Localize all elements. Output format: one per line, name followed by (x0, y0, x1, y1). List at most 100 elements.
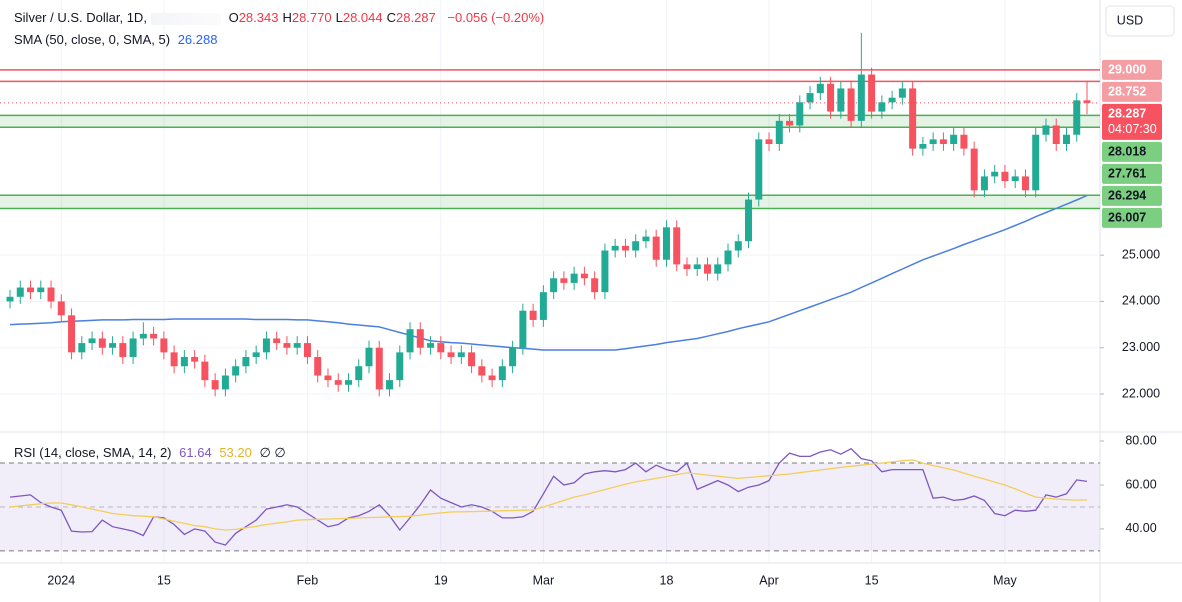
candle-body (221, 375, 229, 390)
candle-body (180, 356, 188, 367)
candle-body (242, 356, 250, 367)
candle-body (755, 139, 763, 200)
y-tick-label: 60.00 (1125, 477, 1156, 491)
ohlc-key: O (228, 10, 239, 25)
ohlc-value: 28.287 (396, 10, 436, 25)
candle-body (591, 278, 599, 293)
y-tick-label: 24.000 (1122, 294, 1160, 308)
price-tag-label: 26.294 (1108, 189, 1146, 203)
candle-body (560, 278, 568, 283)
candle-body (888, 97, 896, 103)
candle-body (396, 352, 404, 381)
candle-body (6, 296, 14, 302)
rsi-header: RSI (14, close, SMA, 14, 2) 61.64 53.20 … (14, 445, 290, 461)
candle-body (478, 366, 486, 376)
candle-body (273, 338, 281, 344)
candle-body (468, 352, 476, 367)
rsi-value: 61.64 (179, 445, 212, 460)
price-tag-label: 28.752 (1108, 85, 1146, 99)
candle-body (806, 93, 814, 103)
candle-body (324, 375, 332, 381)
y-tick-label: 23.000 (1122, 340, 1160, 354)
price-tag-label: 26.007 (1108, 211, 1146, 225)
candle-body (488, 375, 496, 381)
candle-body (150, 333, 158, 339)
candle-body (355, 366, 363, 381)
rsi-line (9, 459, 1088, 531)
candle-body (406, 329, 414, 353)
candle-body (1062, 134, 1070, 144)
candle-body (334, 380, 342, 385)
candle-body (827, 83, 835, 112)
candle-body (386, 380, 394, 390)
price-tag (1102, 207, 1162, 228)
main-header: Silver / U.S. Dollar, 1D, O28.343 H28.770… (14, 10, 548, 25)
candle-body (857, 74, 865, 121)
x-tick-label: May (993, 573, 1017, 587)
candle-body (868, 74, 876, 112)
candle-body (509, 347, 517, 367)
candle-body (519, 310, 527, 348)
candle-body (611, 245, 619, 251)
candle-body (898, 88, 906, 98)
candle-body (232, 366, 240, 376)
candle-body (734, 241, 742, 251)
candle-body (1042, 125, 1050, 135)
candle-body (683, 264, 691, 270)
candle-body (1001, 171, 1009, 182)
candle-body (919, 144, 927, 149)
candle-body (293, 343, 301, 348)
candle-body (375, 347, 383, 390)
candle-body (960, 134, 968, 149)
x-tick-label: 15 (157, 573, 171, 587)
redacted (150, 12, 221, 25)
candle-body (139, 333, 147, 339)
currency: USD (1117, 13, 1143, 27)
candle-body (775, 120, 783, 144)
rsi-flags: ∅ ∅ (259, 445, 286, 460)
candle-body (498, 366, 506, 381)
ohlc-value: 28.770 (291, 10, 332, 25)
rsi-line (9, 447, 1088, 546)
candle-body (160, 338, 168, 353)
candle-body (1011, 176, 1019, 182)
candle-body (724, 250, 732, 265)
rsi-title: RSI (14, close, SMA, 14, 2) (14, 445, 172, 460)
candle-body (191, 356, 199, 362)
candle-body (252, 352, 260, 357)
candle-body (796, 102, 804, 126)
candle-body (16, 287, 24, 297)
candle-body (437, 343, 445, 353)
candle-body (621, 245, 629, 251)
candle-body (98, 338, 106, 348)
candle-body (88, 338, 96, 344)
candle-body (878, 102, 886, 112)
price-tag (1102, 163, 1162, 184)
ohlc-key: H (282, 10, 292, 25)
candle-body (693, 264, 701, 270)
price-tag (1102, 141, 1162, 162)
candle-body (970, 148, 978, 191)
sma-title: SMA (50, close, 0, SMA, 5) (14, 32, 171, 47)
candle-body (201, 361, 209, 381)
candle-body (365, 347, 373, 367)
ohlc-value: 28.044 (342, 10, 383, 25)
rsi-sma-value: 53.20 (219, 445, 252, 460)
sma-header: SMA (50, close, 0, SMA, 5) 26.288 (14, 32, 221, 47)
candle-body (632, 241, 640, 251)
x-tick-label: 19 (434, 573, 448, 587)
candle-body (939, 139, 947, 144)
price-tag-label: 27.761 (1108, 167, 1146, 181)
price-tag (1102, 185, 1162, 206)
candle-body (447, 352, 455, 357)
countdown: 04:07:30 (1108, 122, 1157, 136)
ohlc-values: O28.343 H28.770 L28.044 C28.287 (229, 10, 440, 25)
candle-body (119, 343, 127, 357)
candle-body (129, 338, 137, 357)
candle-body (980, 176, 988, 191)
candle-body (262, 338, 270, 353)
ohlc-key: L (335, 10, 343, 25)
candle-body (1052, 125, 1060, 144)
candle-body (786, 120, 794, 126)
